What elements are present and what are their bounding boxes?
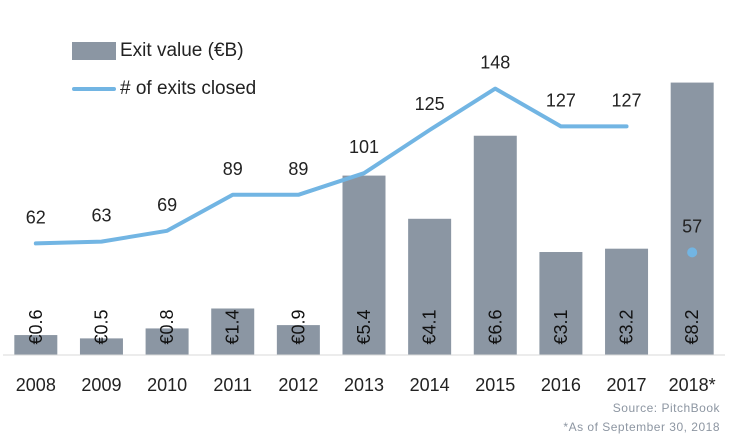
bar	[408, 218, 452, 355]
line-layer	[33, 86, 698, 258]
legend-item-exits-closed: # of exits closed	[72, 70, 256, 108]
legend-bar-swatch	[72, 42, 116, 60]
bar-value-label: €0.5	[91, 309, 111, 344]
line-value-label: 63	[91, 206, 111, 226]
line-value-label: 101	[349, 137, 379, 157]
exits-line	[33, 86, 629, 246]
x-tick-label: 2012	[278, 375, 318, 395]
line-value-label: 127	[612, 90, 642, 110]
source-note: Source: PitchBook	[612, 401, 720, 415]
bar	[145, 328, 189, 355]
line-value-label: 89	[288, 159, 308, 179]
bar-value-label: €0.6	[26, 309, 46, 344]
bar	[342, 175, 386, 355]
x-tick-label: 2017	[607, 375, 647, 395]
line-value-label: 89	[223, 159, 243, 179]
x-tick-label: 2013	[344, 375, 384, 395]
bar	[539, 252, 583, 355]
bar	[473, 135, 517, 355]
bar-value-label: €0.9	[288, 309, 308, 344]
x-tick-label: 2018*	[669, 375, 716, 395]
x-tick-label: 2015	[475, 375, 515, 395]
x-tick-label: 2011	[213, 375, 252, 395]
bar	[276, 325, 320, 355]
x-tick-label: 2016	[541, 375, 581, 395]
bar-value-label: €3.2	[617, 309, 637, 344]
bar-value-label: €5.4	[354, 309, 374, 344]
bar-value-label: €3.1	[551, 309, 571, 344]
line-value-label: 69	[157, 195, 177, 215]
as-of-note: *As of September 30, 2018	[563, 420, 720, 434]
legend-label-exit-value: Exit value (€B)	[120, 40, 244, 61]
bar-value-label: €0.8	[157, 309, 177, 344]
x-tick-label: 2010	[147, 375, 187, 395]
bar-value-label: €8.2	[682, 309, 702, 344]
line-value-label: 125	[415, 94, 445, 114]
x-tick-label: 2014	[410, 375, 450, 395]
x-axis: 2008 2009 2010 2011 2012 2013 2014 2015 2016 2017…	[3, 354, 725, 395]
bar	[211, 308, 255, 355]
line-value-label: 127	[546, 90, 576, 110]
legend-item-exit-value: Exit value (€B)	[72, 32, 256, 70]
bar	[605, 248, 649, 355]
x-tick-label: 2008	[16, 375, 56, 395]
legend-line-swatch	[72, 87, 116, 91]
bar	[79, 338, 123, 355]
bar-value-label: €4.1	[420, 309, 440, 344]
line-value-label: 148	[480, 53, 510, 73]
legend: Exit value (€B) # of exits closed	[72, 32, 256, 108]
bars-layer	[14, 82, 714, 356]
line-value-label: 57	[682, 216, 702, 236]
bar	[14, 335, 58, 355]
x-tick-label: 2009	[81, 375, 121, 395]
bar-value-label: €6.6	[485, 309, 505, 344]
labels-layer: €0.6 €0.5 €0.8 €1.4 €0.9 €5.4 €4.1 €6.6 €3.1 €3.2…	[26, 53, 702, 345]
exits-point-2018	[687, 247, 698, 258]
line-value-label: 62	[26, 207, 46, 227]
bar	[670, 82, 714, 356]
legend-label-exits-closed: # of exits closed	[120, 78, 257, 99]
bar-value-label: €1.4	[223, 309, 243, 344]
